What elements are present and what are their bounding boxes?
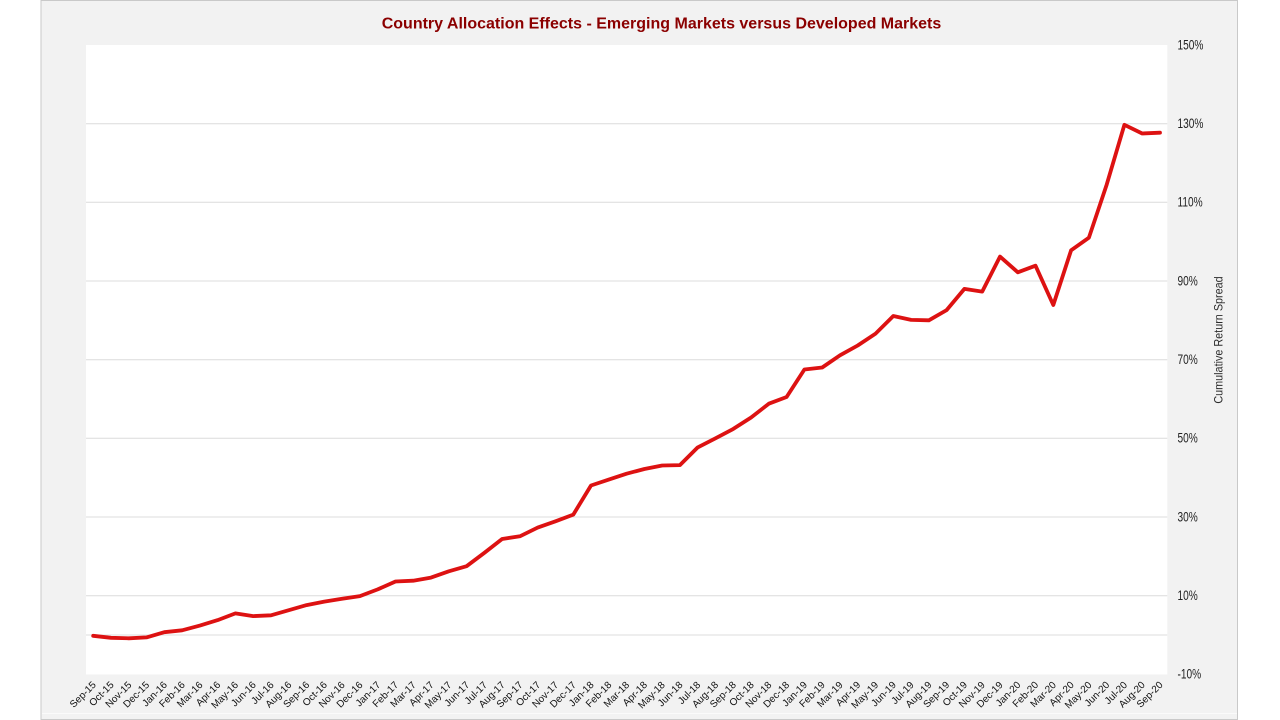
- svg-text:30%: 30%: [1178, 509, 1199, 525]
- svg-text:-10%: -10%: [1178, 666, 1202, 682]
- svg-text:Country Allocation Effects - E: Country Allocation Effects - Emerging Ma…: [382, 16, 942, 33]
- svg-text:150%: 150%: [1178, 37, 1204, 53]
- svg-text:110%: 110%: [1178, 194, 1203, 210]
- svg-text:Cumulative Return Spread: Cumulative Return Spread: [1213, 276, 1225, 403]
- svg-text:130%: 130%: [1178, 116, 1204, 132]
- svg-text:50%: 50%: [1178, 430, 1199, 446]
- svg-text:10%: 10%: [1178, 588, 1199, 604]
- svg-text:90%: 90%: [1178, 273, 1199, 289]
- svg-text:70%: 70%: [1178, 352, 1199, 368]
